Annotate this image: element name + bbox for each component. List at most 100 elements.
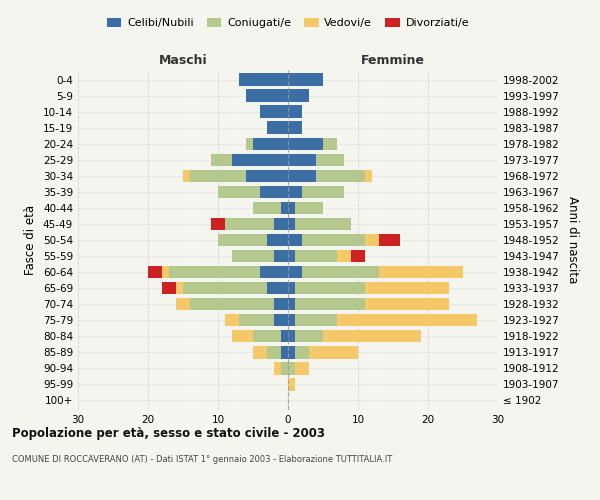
Bar <box>218 186 288 198</box>
Bar <box>288 138 337 150</box>
Bar <box>288 266 379 278</box>
Bar <box>232 250 288 262</box>
Bar <box>211 154 288 166</box>
Bar <box>288 346 295 358</box>
Bar <box>288 314 337 326</box>
Bar <box>176 282 288 294</box>
Bar <box>288 234 365 246</box>
Bar <box>288 122 302 134</box>
Bar <box>169 266 288 278</box>
Bar <box>260 266 288 278</box>
Bar <box>183 170 288 182</box>
Text: COMUNE DI ROCCAVERANO (AT) - Dati ISTAT 1° gennaio 2003 - Elaborazione TUTTITALI: COMUNE DI ROCCAVERANO (AT) - Dati ISTAT … <box>12 455 392 464</box>
Bar <box>288 362 309 374</box>
Bar <box>288 282 365 294</box>
Text: Popolazione per età, sesso e stato civile - 2003: Popolazione per età, sesso e stato civil… <box>12 428 325 440</box>
Bar <box>218 186 288 198</box>
Bar <box>288 154 316 166</box>
Text: Femmine: Femmine <box>361 54 425 67</box>
Bar <box>267 346 288 358</box>
Bar <box>288 266 463 278</box>
Bar <box>190 170 288 182</box>
Bar <box>288 186 344 198</box>
Bar <box>211 154 288 166</box>
Bar <box>253 138 288 150</box>
Bar <box>246 138 288 150</box>
Bar <box>225 218 288 230</box>
Bar <box>253 330 288 342</box>
Bar <box>176 298 288 310</box>
Bar <box>253 346 288 358</box>
Bar <box>288 266 302 278</box>
Bar <box>260 106 288 118</box>
Bar <box>260 106 288 118</box>
Bar <box>288 74 323 86</box>
Bar <box>274 362 288 374</box>
Bar <box>267 234 288 246</box>
Bar <box>267 122 288 134</box>
Bar <box>246 138 288 150</box>
Bar <box>288 106 302 118</box>
Bar <box>253 202 288 214</box>
Bar <box>267 122 288 134</box>
Legend: Celibi/Nubili, Coniugati/e, Vedovi/e, Divorziati/e: Celibi/Nubili, Coniugati/e, Vedovi/e, Di… <box>103 13 473 32</box>
Bar <box>267 282 288 294</box>
Bar <box>239 74 288 86</box>
Bar <box>288 138 337 150</box>
Bar <box>246 90 288 102</box>
Bar <box>239 74 288 86</box>
Bar <box>288 378 295 390</box>
Bar <box>211 154 288 166</box>
Bar <box>225 218 288 230</box>
Bar <box>288 298 295 310</box>
Bar <box>288 138 337 150</box>
Bar <box>281 330 288 342</box>
Bar <box>253 346 288 358</box>
Bar <box>288 122 302 134</box>
Bar <box>218 234 288 246</box>
Bar <box>176 298 288 310</box>
Bar <box>190 298 288 310</box>
Bar <box>288 218 295 230</box>
Bar <box>162 282 288 294</box>
Bar <box>288 362 309 374</box>
Bar <box>288 106 302 118</box>
Bar <box>260 106 288 118</box>
Bar <box>274 250 288 262</box>
Bar <box>274 298 288 310</box>
Bar <box>288 122 302 134</box>
Bar <box>288 330 421 342</box>
Bar <box>288 330 323 342</box>
Bar <box>288 90 309 102</box>
Bar <box>274 314 288 326</box>
Bar <box>288 202 295 214</box>
Bar <box>288 186 302 198</box>
Bar <box>288 186 344 198</box>
Bar <box>288 298 449 310</box>
Bar <box>288 330 421 342</box>
Y-axis label: Anni di nascita: Anni di nascita <box>566 196 579 284</box>
Bar <box>288 362 295 374</box>
Bar <box>288 282 449 294</box>
Bar <box>288 74 323 86</box>
Bar <box>183 170 288 182</box>
Bar <box>288 170 365 182</box>
Bar <box>218 234 288 246</box>
Bar <box>288 74 323 86</box>
Bar <box>281 346 288 358</box>
Bar <box>288 90 309 102</box>
Bar <box>232 154 288 166</box>
Bar <box>274 362 288 374</box>
Bar <box>267 122 288 134</box>
Bar <box>288 170 372 182</box>
Y-axis label: Fasce di età: Fasce di età <box>25 205 37 275</box>
Bar <box>253 202 288 214</box>
Bar <box>239 74 288 86</box>
Bar <box>288 330 295 342</box>
Bar <box>288 202 323 214</box>
Bar <box>288 218 351 230</box>
Bar <box>288 346 309 358</box>
Bar <box>288 250 337 262</box>
Bar <box>183 282 288 294</box>
Bar <box>260 106 288 118</box>
